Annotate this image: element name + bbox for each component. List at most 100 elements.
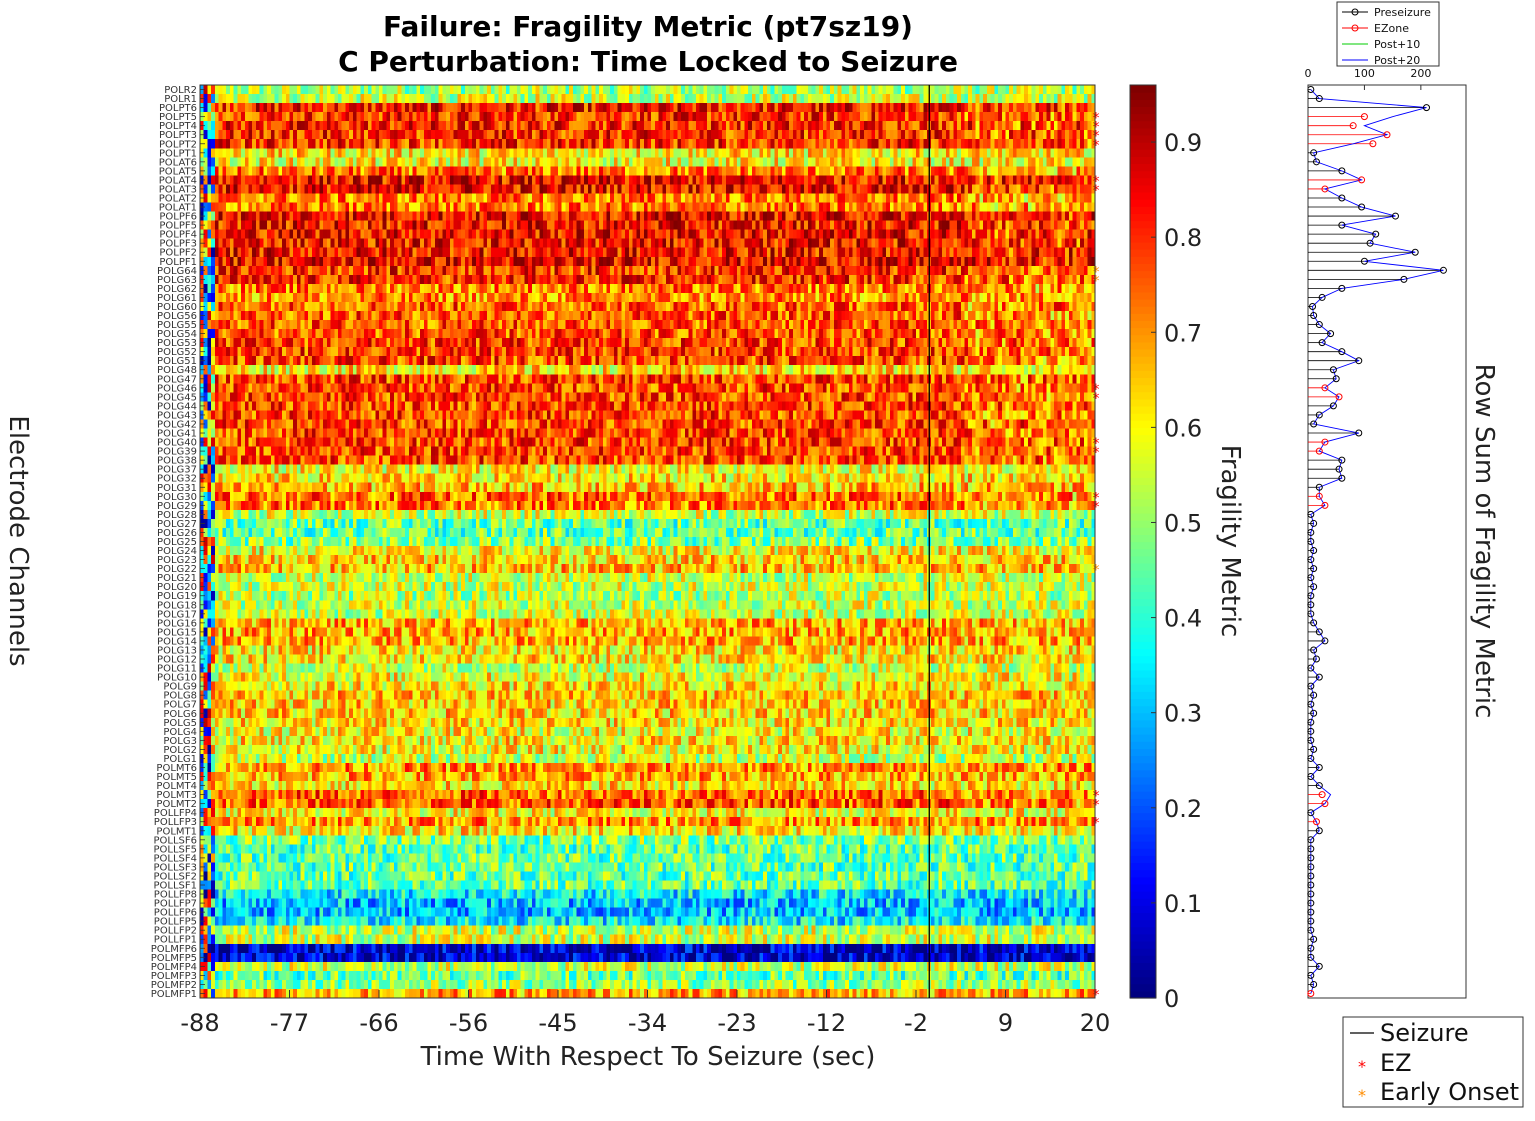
preseizure-point <box>1315 483 1323 491</box>
preseizure-point <box>1310 583 1318 591</box>
channel-label: POLMT6 <box>156 763 197 774</box>
colorbar-swatch <box>1130 455 1156 464</box>
preseizure-point <box>1335 393 1343 401</box>
colorbar-label: Fragility Metric <box>1215 445 1245 638</box>
preseizure-point <box>1315 447 1323 455</box>
legend-early-onset-label: Early Onset <box>1380 1078 1519 1106</box>
colorbar-swatch <box>1130 940 1156 949</box>
preseizure-point <box>1439 266 1447 274</box>
channel-label: POLPT1 <box>159 148 197 159</box>
preseizure-point <box>1307 872 1315 880</box>
colorbar-swatch <box>1130 955 1156 963</box>
preseizure-point <box>1307 510 1315 518</box>
preseizure-point <box>1338 284 1346 292</box>
channel-label: POLAT1 <box>159 203 197 214</box>
colorbar-swatch <box>1130 784 1156 792</box>
channel-label: POLG38 <box>157 456 197 467</box>
colorbar-swatch <box>1130 334 1156 343</box>
colorbar-swatch <box>1130 170 1156 179</box>
preseizure-point <box>1321 637 1329 645</box>
colorbar-swatch <box>1130 448 1156 457</box>
preseizure-point <box>1310 565 1318 573</box>
preseizure-point <box>1307 809 1315 817</box>
preseizure-point <box>1310 980 1318 988</box>
colorbar-tick-label: 0.1 <box>1164 890 1202 918</box>
colorbar-swatch <box>1130 120 1156 129</box>
colorbar-swatch <box>1130 213 1156 222</box>
colorbar-swatch <box>1130 520 1156 528</box>
colorbar-swatch <box>1130 634 1156 642</box>
channel-label: POLG24 <box>157 546 197 557</box>
colorbar-swatch <box>1130 883 1156 892</box>
channel-label: POLG8 <box>163 691 197 702</box>
preseizure-point <box>1338 167 1346 175</box>
colorbar-swatch <box>1130 534 1156 543</box>
colorbar-swatch <box>1130 263 1156 272</box>
preseizure-point <box>1307 556 1315 564</box>
colorbar-swatch <box>1130 712 1156 721</box>
colorbar-swatch <box>1130 876 1156 885</box>
channel-label: POLG53 <box>157 338 197 349</box>
preseizure-point <box>1423 104 1430 112</box>
channel-label: POLG10 <box>157 673 197 684</box>
channel-label: POLG63 <box>157 275 197 286</box>
ez-markers: ******************* <box>1093 111 1100 1004</box>
preseizure-point <box>1307 845 1315 853</box>
channel-label: POLG2 <box>163 745 197 756</box>
preseizure-point <box>1400 275 1408 283</box>
colorbar-swatch <box>1130 241 1156 250</box>
colorbar-swatch <box>1130 398 1156 407</box>
channel-label: POLMFP4 <box>151 962 197 973</box>
colorbar-swatch <box>1130 684 1156 692</box>
preseizure-point <box>1315 95 1323 103</box>
ez-marker: * <box>1093 111 1100 127</box>
channel-label: POLG26 <box>157 528 197 539</box>
channel-label: POLMT1 <box>156 826 197 837</box>
preseizure-point <box>1307 944 1315 952</box>
top-legend-label: Post+20 <box>1374 54 1420 67</box>
colorbar-swatch <box>1130 677 1156 685</box>
preseizure-point <box>1366 239 1374 247</box>
colorbar-swatch <box>1130 270 1156 279</box>
preseizure-point <box>1315 628 1323 636</box>
ez-marker: * <box>1093 174 1100 190</box>
preseizure-point <box>1307 773 1315 781</box>
preseizure-point <box>1355 429 1363 437</box>
preseizure-point <box>1307 971 1315 979</box>
channel-label: POLG56 <box>157 311 197 322</box>
colorbar-swatch <box>1130 662 1156 671</box>
channel-label: POLMFP3 <box>151 971 197 982</box>
channel-label: POLPT5 <box>159 112 197 123</box>
colorbar-swatch <box>1130 163 1156 172</box>
heatmap-frame <box>199 84 1096 999</box>
colorbar-swatch <box>1130 92 1156 100</box>
channel-label: POLG62 <box>157 284 197 295</box>
colorbar-swatch <box>1130 320 1156 329</box>
ez-marker: * <box>1093 798 1100 814</box>
channel-label: POLMFP2 <box>151 980 197 991</box>
colorbar-swatch <box>1130 441 1156 450</box>
preseizure-point <box>1310 935 1318 943</box>
preseizure-point <box>1383 131 1391 139</box>
preseizure-point <box>1355 357 1363 365</box>
channel-label: POLPF1 <box>159 257 197 268</box>
colorbar-swatch <box>1130 113 1156 122</box>
colorbar-swatch <box>1130 619 1156 628</box>
x-tick-label: -66 <box>359 1009 398 1037</box>
channel-label: POLPT6 <box>159 103 197 114</box>
preseizure-point <box>1310 420 1318 428</box>
preseizure-point <box>1307 863 1315 871</box>
channel-label: POLAT6 <box>159 157 197 168</box>
channel-label: POLAT4 <box>159 175 197 186</box>
colorbar-swatch <box>1130 719 1156 728</box>
channel-label: POLG41 <box>157 429 197 440</box>
sideplot-y-label: Row Sum of Fragility Metric <box>1469 364 1499 719</box>
preseizure-point <box>1307 592 1315 600</box>
channel-label: POLG21 <box>157 573 197 584</box>
channel-label: POLG48 <box>157 365 197 376</box>
colorbar-swatch <box>1130 584 1156 593</box>
channel-label: POLMT4 <box>156 781 197 792</box>
colorbar <box>1130 85 1156 999</box>
preseizure-point <box>1307 917 1315 925</box>
